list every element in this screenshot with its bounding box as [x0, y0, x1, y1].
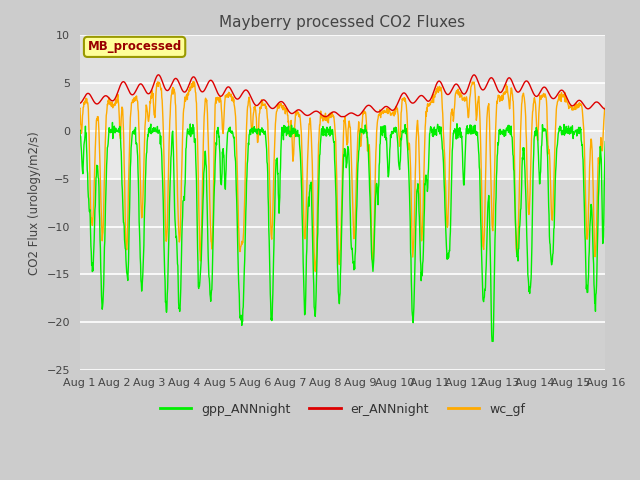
er_ANNnight — [180, 89, 188, 95]
wc_gf — [602, 105, 609, 110]
er_ANNnight — [493, 86, 501, 92]
er_ANNnight — [155, 72, 163, 78]
Bar — [79, 179, 605, 275]
er_ANNnight — [540, 84, 547, 90]
Y-axis label: CO2 Flux (urology/m2/s): CO2 Flux (urology/m2/s) — [28, 131, 41, 275]
Bar — [79, 275, 605, 370]
wc_gf — [76, 106, 83, 111]
gpp_ANNnight — [540, 126, 547, 132]
wc_gf — [312, 268, 319, 274]
Line: gpp_ANNnight: gpp_ANNnight — [79, 122, 605, 341]
er_ANNnight — [76, 100, 83, 106]
gpp_ANNnight — [109, 120, 116, 125]
Text: MB_processed: MB_processed — [88, 40, 182, 53]
wc_gf — [493, 100, 501, 106]
Bar — [79, 83, 605, 179]
wc_gf — [193, 117, 201, 123]
gpp_ANNnight — [488, 338, 496, 344]
wc_gf — [180, 106, 188, 112]
wc_gf — [425, 103, 433, 109]
gpp_ANNnight — [76, 128, 83, 134]
gpp_ANNnight — [180, 193, 188, 199]
er_ANNnight — [602, 106, 609, 112]
er_ANNnight — [425, 98, 433, 104]
Legend: gpp_ANNnight, er_ANNnight, wc_gf: gpp_ANNnight, er_ANNnight, wc_gf — [155, 397, 530, 420]
wc_gf — [252, 107, 259, 113]
er_ANNnight — [321, 114, 329, 120]
er_ANNnight — [193, 79, 201, 84]
er_ANNnight — [252, 102, 259, 108]
gpp_ANNnight — [493, 153, 501, 159]
Line: wc_gf: wc_gf — [79, 82, 605, 271]
wc_gf — [189, 79, 197, 84]
Bar — [79, 36, 605, 83]
Line: er_ANNnight: er_ANNnight — [79, 75, 605, 117]
gpp_ANNnight — [602, 139, 609, 144]
gpp_ANNnight — [424, 171, 432, 177]
wc_gf — [540, 91, 547, 96]
gpp_ANNnight — [193, 203, 201, 209]
Title: Mayberry processed CO2 Fluxes: Mayberry processed CO2 Fluxes — [220, 15, 465, 30]
gpp_ANNnight — [252, 126, 259, 132]
